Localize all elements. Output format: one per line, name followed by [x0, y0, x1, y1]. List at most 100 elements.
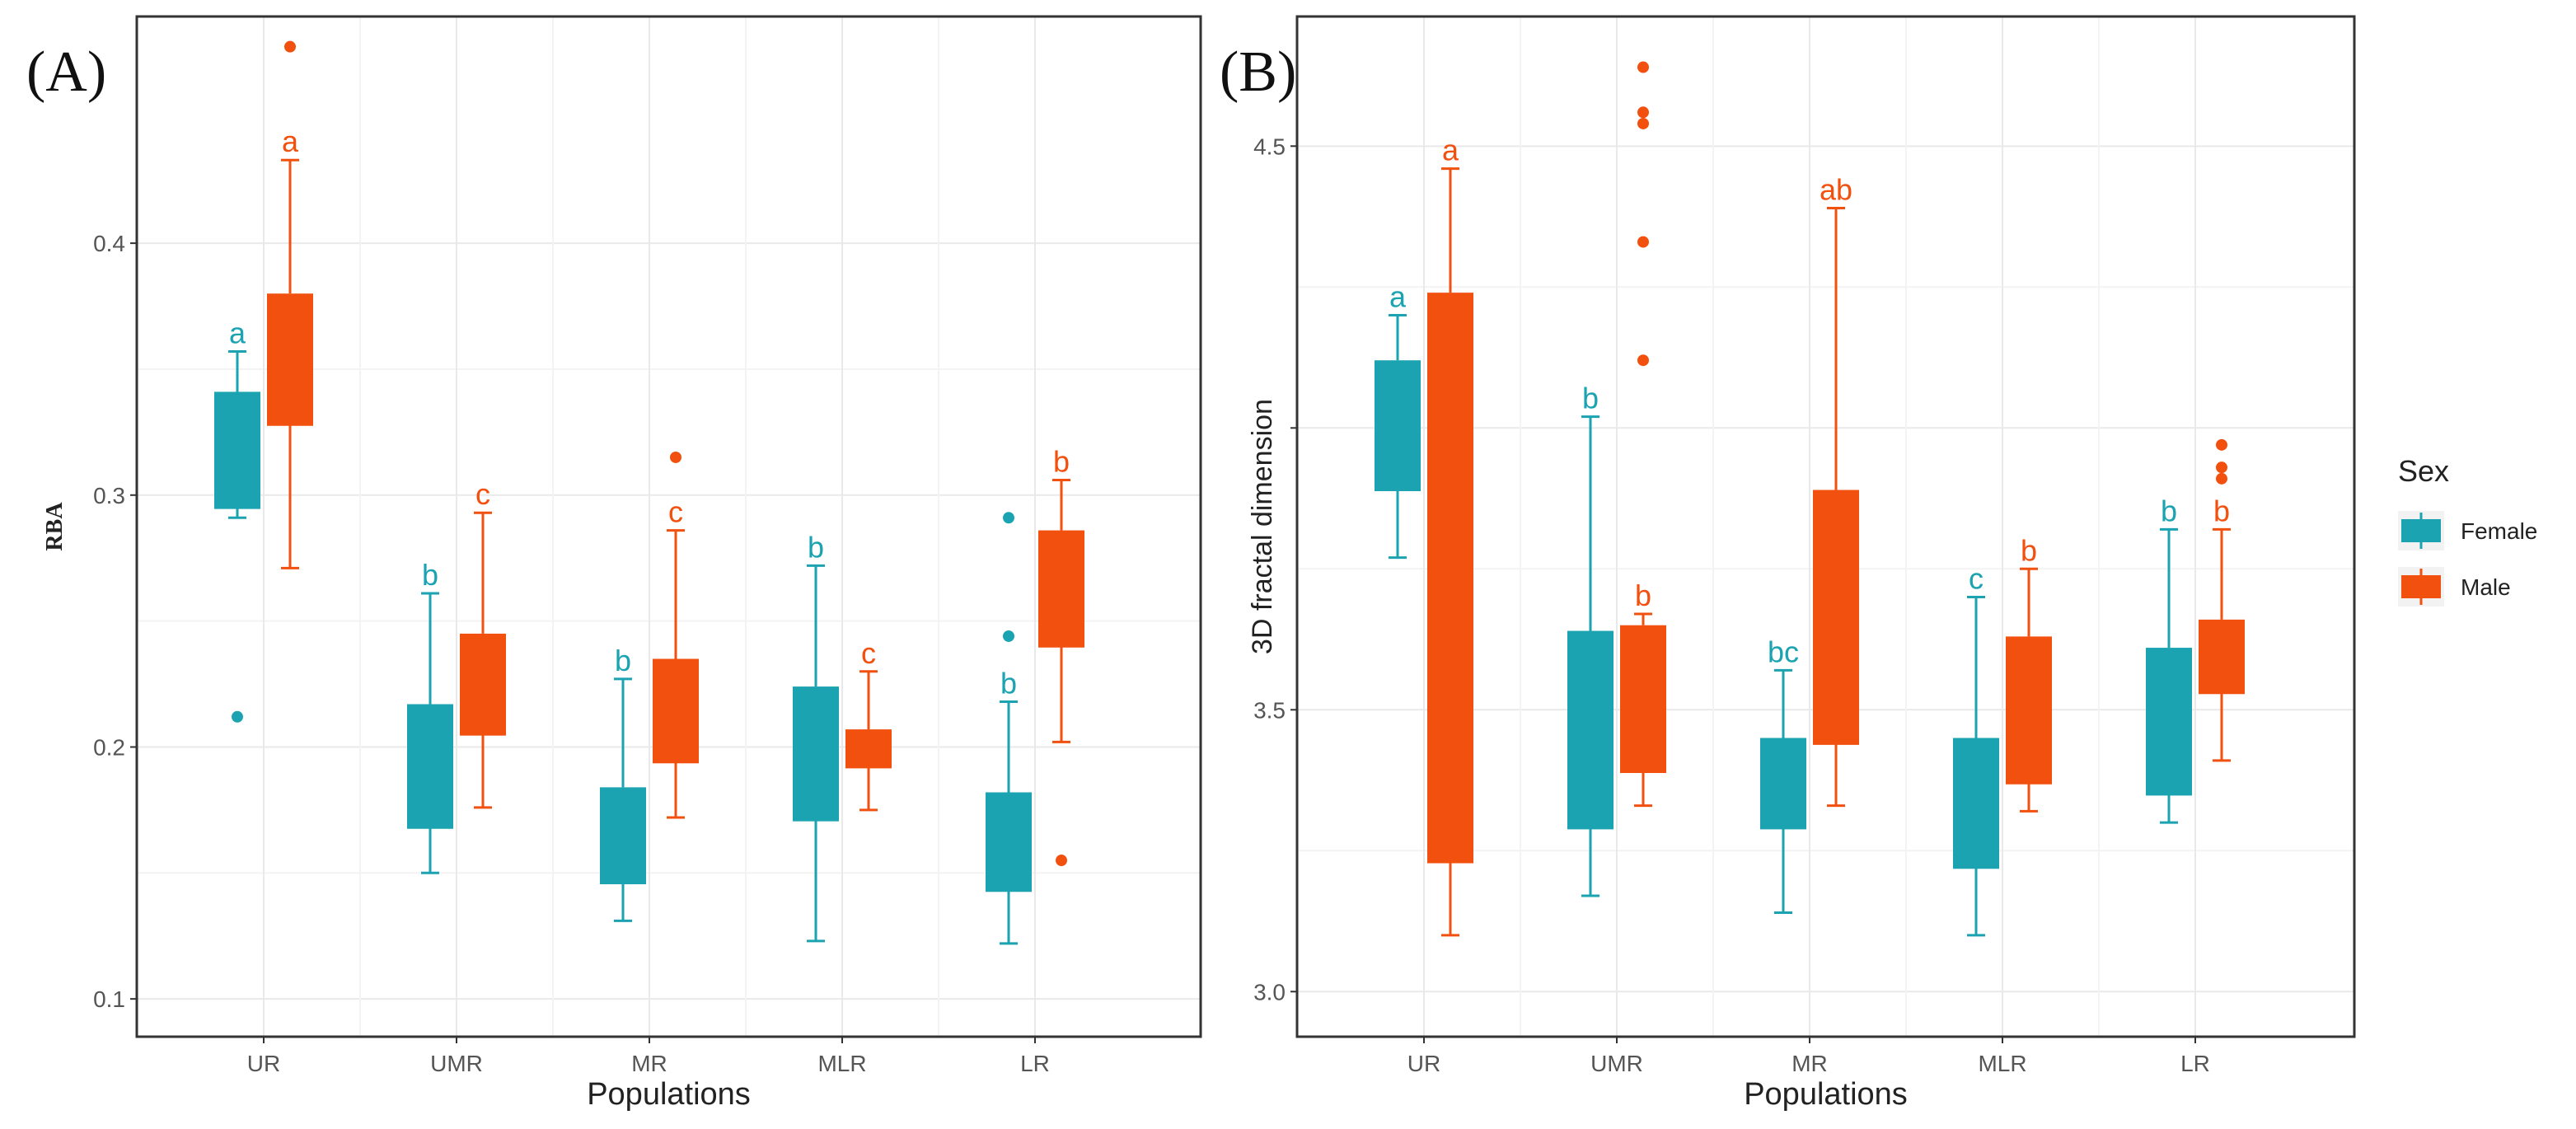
outlier-point: [1637, 106, 1649, 119]
outlier-point: [232, 710, 243, 723]
box-female-lr: b: [2146, 494, 2192, 824]
y-axis-title: RBA: [42, 502, 68, 551]
box-male-umr: c: [460, 477, 506, 809]
series-female: a b b b b: [214, 316, 1032, 945]
legend-label: Female: [2461, 518, 2537, 544]
outlier-point: [1056, 855, 1067, 867]
y-tick-label: 0.1: [93, 986, 125, 1012]
significance-label: a: [282, 124, 299, 158]
x-tick-label: LR: [2180, 1051, 2210, 1076]
grid: [1297, 16, 2354, 1037]
series-female: a b bc c b: [1375, 280, 2192, 937]
outlier-point: [2216, 438, 2227, 451]
panel-a: a b b b b a c c c b 0.1 0.2 0.3 0.4 UR UMR MR MLR LR Popula…: [26, 15, 1202, 1112]
box-male-mlr: c: [845, 636, 892, 812]
box-male-lr: b: [2199, 438, 2245, 762]
outlier-point: [2216, 472, 2227, 485]
plot-frame: [135, 15, 1202, 1038]
x-tick-label: MR: [631, 1051, 667, 1076]
box-body: [1427, 293, 1473, 862]
legend-swatch: [2401, 519, 2441, 542]
panel-label: (A): [26, 40, 106, 104]
significance-label: a: [1389, 280, 1407, 314]
box-male-mr: c: [653, 451, 699, 819]
box-body: [460, 633, 506, 735]
x-tick-label: MR: [1791, 1051, 1828, 1076]
x-axis-title: Populations: [1744, 1077, 1908, 1112]
box-body: [2146, 648, 2192, 794]
box-female-umr: b: [1567, 382, 1614, 897]
significance-label: a: [229, 316, 246, 350]
box-body: [1813, 490, 1859, 744]
box-body: [2199, 619, 2245, 693]
y-tick-label: 4.5: [1253, 134, 1286, 159]
series-male: a c c c b: [267, 40, 1084, 867]
significance-label: b: [1000, 666, 1017, 700]
legend-label: Male: [2461, 574, 2511, 600]
box-body: [600, 787, 646, 883]
box-body: [2006, 636, 2052, 784]
outlier-point: [670, 451, 681, 463]
significance-label: b: [808, 530, 824, 564]
box-body: [653, 658, 699, 762]
significance-label: c: [1969, 561, 1984, 595]
significance-label: b: [2161, 494, 2177, 527]
box-male-mlr: b: [2006, 533, 2052, 813]
box-body: [1953, 738, 1999, 868]
outlier-point: [1637, 117, 1649, 129]
significance-label: bc: [1768, 635, 1799, 668]
box-body: [1567, 630, 1614, 828]
legend-title: Sex: [2398, 454, 2449, 488]
box-female-mr: bc: [1760, 635, 1806, 915]
outlier-point: [1003, 630, 1014, 642]
x-tick-label: MLR: [817, 1051, 866, 1076]
y-tick-label: 0.3: [93, 483, 125, 508]
outlier-point: [1003, 512, 1014, 524]
x-axis-title: Populations: [587, 1077, 751, 1112]
box-body: [1760, 738, 1806, 828]
significance-label: ab: [1820, 173, 1852, 207]
x-tick-label: LR: [1020, 1051, 1050, 1076]
significance-label: a: [1442, 134, 1459, 167]
box-body: [986, 792, 1032, 891]
box-male-ur: a: [267, 40, 313, 569]
legend-item-male: Male: [2398, 567, 2511, 607]
box-body: [1038, 530, 1084, 647]
box-body: [1620, 625, 1666, 772]
box-male-mr: ab: [1813, 173, 1859, 808]
y-tick-label: 0.4: [93, 231, 125, 256]
significance-label: c: [475, 477, 490, 511]
legend-item-female: Female: [2398, 511, 2537, 550]
significance-label: b: [615, 644, 631, 677]
box-body: [267, 293, 313, 425]
box-male-umr: b: [1620, 61, 1666, 808]
y-axis-title: 3D fractal dimension: [1247, 399, 1278, 654]
box-female-mlr: c: [1953, 561, 1999, 937]
significance-label: b: [2021, 533, 2037, 567]
y-tick-label: 3.5: [1253, 697, 1286, 723]
box-male-lr: b: [1038, 444, 1084, 867]
box-female-mr: b: [600, 644, 646, 922]
box-female-lr: b: [986, 512, 1032, 945]
box-male-ur: a: [1427, 134, 1473, 937]
significance-label: b: [1053, 444, 1070, 478]
box-body: [793, 686, 839, 821]
outlier-point: [1637, 61, 1649, 73]
box-female-ur: a: [214, 316, 260, 723]
grid: [137, 16, 1201, 1037]
x-tick-label: UR: [247, 1051, 280, 1076]
box-body: [407, 704, 453, 828]
box-female-mlr: b: [793, 530, 839, 943]
significance-label: c: [861, 636, 876, 670]
significance-label: c: [668, 495, 683, 529]
box-female-ur: a: [1375, 280, 1421, 560]
outlier-point: [284, 40, 296, 53]
box-body: [214, 391, 260, 508]
y-tick-label: 3.0: [1253, 979, 1286, 1005]
legend-swatch: [2401, 575, 2441, 598]
x-tick-label: MLR: [1978, 1051, 2026, 1076]
outlier-point: [1637, 236, 1649, 248]
